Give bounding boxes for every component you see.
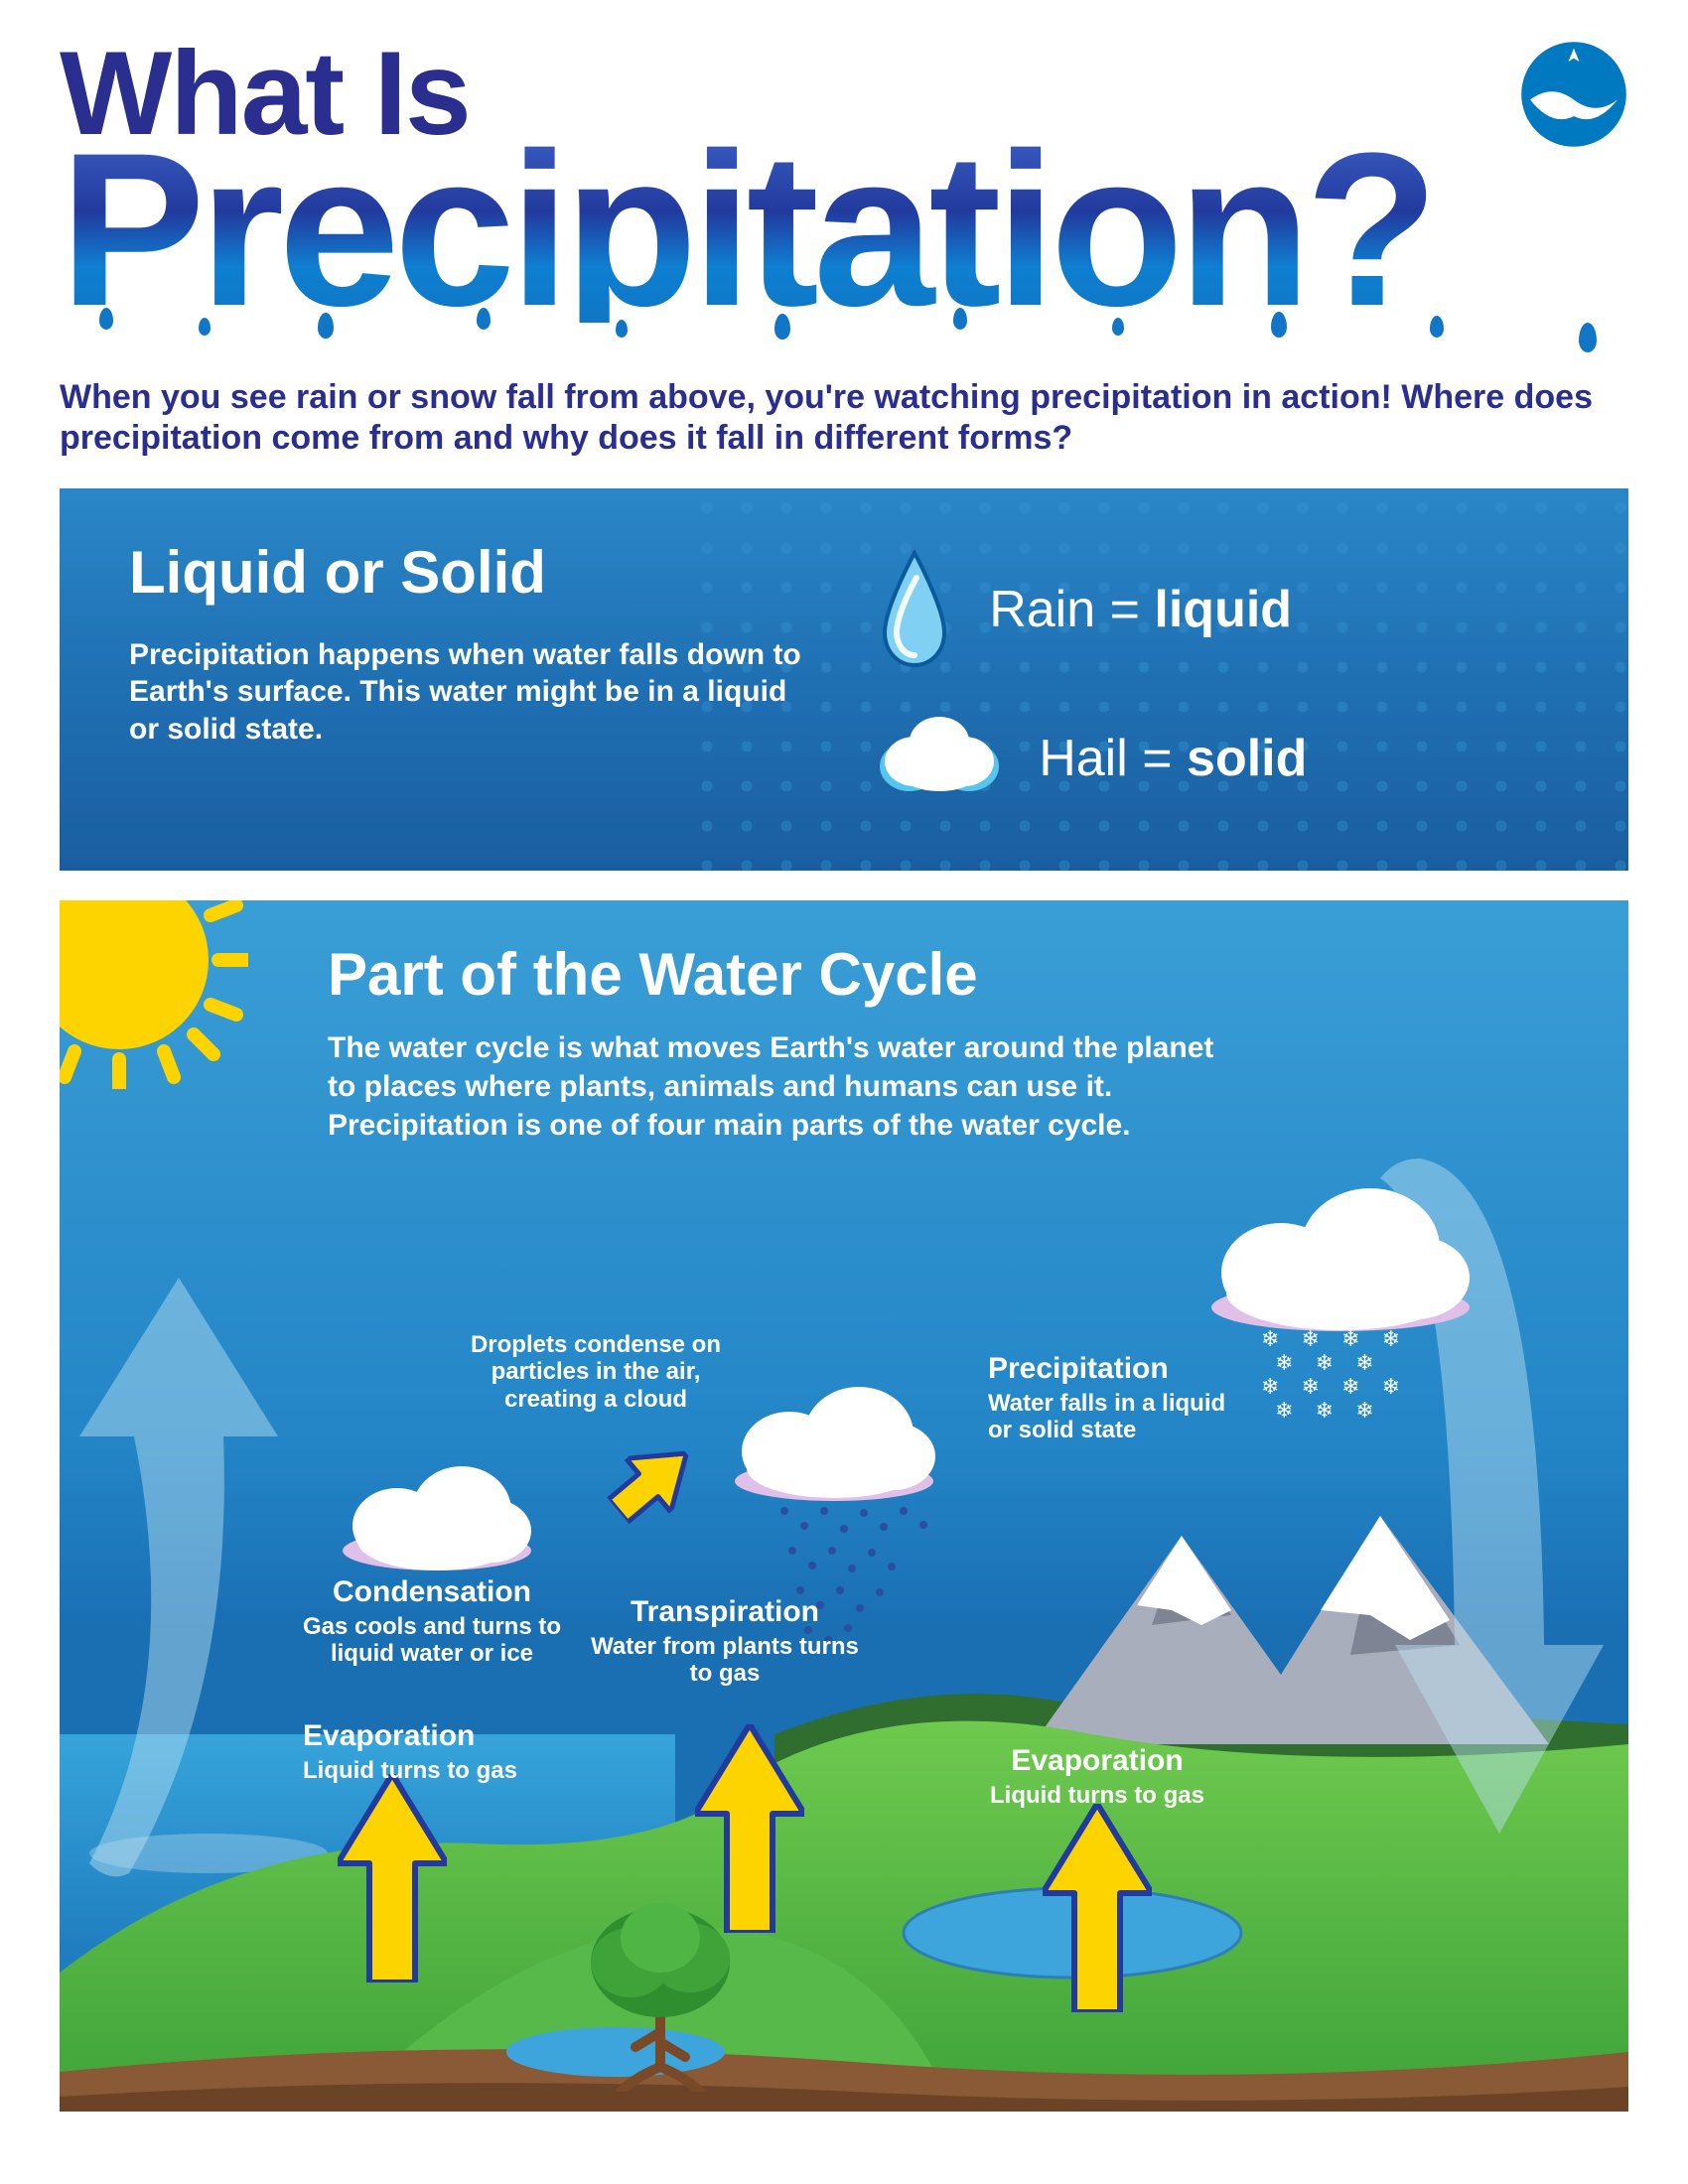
- hail-equation: Hail = solid: [875, 707, 1559, 811]
- label-title: Evaporation: [303, 1719, 551, 1753]
- snow-icon: ❄ ❄ ❄ ❄ ❄ ❄ ❄❄ ❄ ❄ ❄ ❄ ❄ ❄: [1261, 1327, 1460, 1424]
- rain-equation: Rain = liquid: [875, 548, 1559, 672]
- sun-icon: [60, 900, 218, 1059]
- label-desc: Water falls in a liquid or solid state: [988, 1390, 1246, 1444]
- arrow-evap2-icon: [1043, 1804, 1152, 2017]
- label-desc: Droplets condense on particles in the ai…: [457, 1331, 735, 1414]
- title-drips-icon: [60, 308, 1628, 357]
- label-desc: Water from plants turns to gas: [591, 1633, 859, 1688]
- label-droplets: Droplets condense on particles in the ai…: [457, 1327, 735, 1414]
- hail-label: Hail = solid: [1039, 729, 1307, 788]
- rain-word: liquid: [1154, 581, 1292, 638]
- label-condensation: Condensation Gas cools and turns to liqu…: [288, 1575, 576, 1668]
- cloud-precipitation-icon: [1201, 1178, 1479, 1342]
- tree-icon: [576, 1893, 745, 2097]
- panel-water-cycle: Part of the Water Cycle The water cycle …: [60, 900, 1628, 2112]
- panel2-text: The water cycle is what moves Earth's wa…: [328, 1028, 1221, 1145]
- panel2-title: Part of the Water Cycle: [328, 940, 1221, 1009]
- intro-text: When you see rain or snow fall from abov…: [60, 377, 1628, 459]
- panel1-text: Precipitation happens when water falls d…: [129, 636, 815, 749]
- panel1-title: Liquid or Solid: [129, 538, 815, 607]
- title-line2: Precipitation?: [60, 137, 1628, 323]
- hail-word: solid: [1187, 730, 1307, 787]
- label-desc: Liquid turns to gas: [973, 1782, 1221, 1810]
- rain-label-text: Rain =: [989, 581, 1154, 638]
- arrow-evap1-icon: [338, 1774, 447, 1987]
- hailcloud-icon: [875, 707, 1004, 811]
- label-title: Precipitation: [988, 1352, 1246, 1386]
- label-transpiration: Transpiration Water from plants turns to…: [591, 1595, 859, 1688]
- raindrop-icon: [875, 548, 954, 672]
- header: What Is Precipitation? When you see rain…: [60, 40, 1628, 459]
- label-precipitation: Precipitation Water falls in a liquid or…: [988, 1352, 1246, 1444]
- cloud-droplets-icon: [725, 1377, 943, 1511]
- rain-label: Rain = liquid: [989, 580, 1292, 639]
- cloud-condensation-icon: [338, 1456, 536, 1580]
- panel-liquid-solid: Liquid or Solid Precipitation happens wh…: [60, 488, 1628, 871]
- label-title: Evaporation: [973, 1744, 1221, 1778]
- label-evaporation-1: Evaporation Liquid turns to gas: [303, 1719, 551, 1785]
- label-desc: Liquid turns to gas: [303, 1757, 551, 1785]
- label-title: Transpiration: [591, 1595, 859, 1629]
- cycle-arrow-up-icon: [70, 1278, 288, 1898]
- hail-label-text: Hail =: [1039, 730, 1187, 787]
- label-evaporation-2: Evaporation Liquid turns to gas: [973, 1744, 1221, 1810]
- label-title: Condensation: [288, 1575, 576, 1609]
- label-desc: Gas cools and turns to liquid water or i…: [288, 1613, 576, 1668]
